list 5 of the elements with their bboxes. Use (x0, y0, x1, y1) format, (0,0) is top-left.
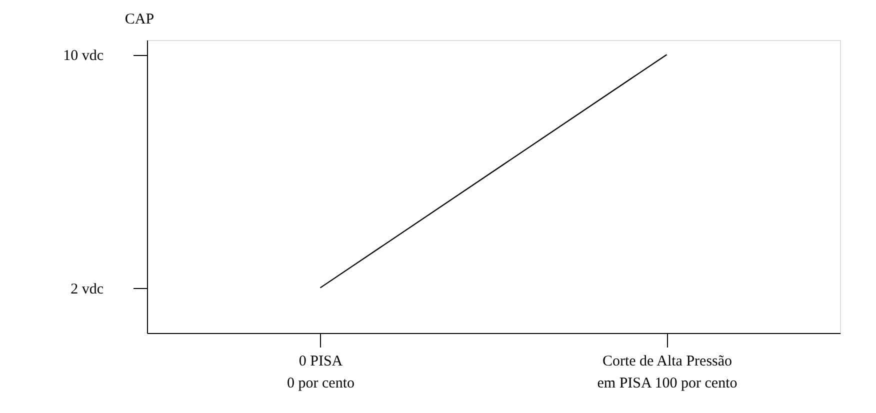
y-axis-title: CAP (124, 12, 154, 28)
y-tick-label: 2 vdc (70, 281, 104, 298)
x-tick-label: 0 PISA 0 por cento (287, 354, 354, 392)
x-tick-label: Corte de Alta Pressão em PISA 100 por cento (597, 354, 738, 392)
y-tick-label: 10 vdc (63, 48, 104, 64)
